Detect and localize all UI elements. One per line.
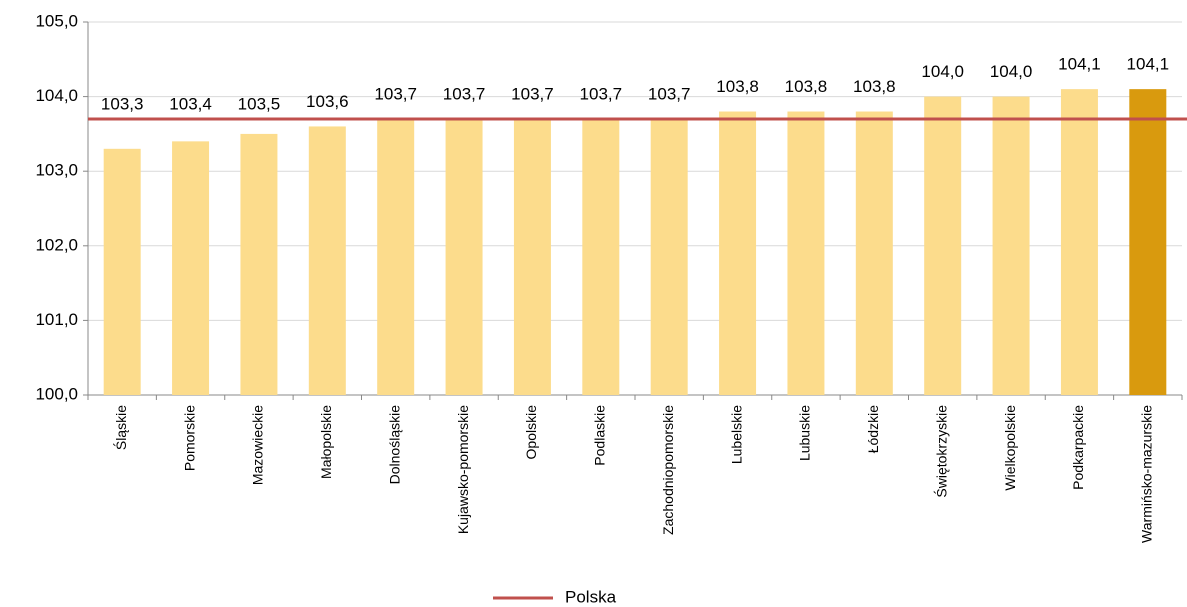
x-tick-label: Podkarpackie — [1070, 405, 1086, 490]
x-tick-label: Dolnośląskie — [386, 405, 402, 485]
x-tick-label: Śląskie — [112, 405, 129, 450]
value-label: 103,8 — [853, 77, 896, 96]
value-label: 103,7 — [511, 84, 554, 103]
bar — [924, 96, 962, 395]
x-tick-label: Mazowieckie — [250, 405, 266, 485]
y-tick-label: 102,0 — [35, 235, 78, 254]
value-label: 103,5 — [238, 94, 281, 113]
bar — [1060, 89, 1098, 395]
legend-label: Polska — [565, 587, 617, 606]
bar — [172, 141, 210, 395]
x-tick-label: Małopolskie — [318, 405, 334, 479]
x-tick-label: Kujawsko-pomorskie — [455, 405, 471, 534]
value-label: 103,7 — [580, 84, 623, 103]
bar — [650, 118, 688, 395]
bar — [582, 118, 620, 395]
bar — [513, 118, 551, 395]
bar — [787, 111, 825, 396]
x-tick-label: Łódzkie — [865, 405, 881, 453]
y-tick-label: 104,0 — [35, 86, 78, 105]
x-tick-label: Wielkopolskie — [1002, 405, 1018, 491]
y-tick-label: 105,0 — [35, 11, 78, 30]
bar — [445, 118, 483, 395]
value-label: 103,7 — [374, 84, 417, 103]
x-tick-label: Pomorskie — [181, 405, 197, 471]
value-label: 103,8 — [785, 77, 828, 96]
bar — [719, 111, 757, 396]
bar — [992, 96, 1030, 395]
value-label: 103,4 — [169, 94, 212, 113]
x-tick-label: Świętokrzyskie — [932, 405, 949, 498]
value-label: 104,1 — [1058, 55, 1101, 74]
value-label: 103,7 — [648, 84, 691, 103]
bar — [103, 148, 141, 395]
x-tick-label: Opolskie — [523, 405, 539, 460]
y-tick-label: 100,0 — [35, 384, 78, 403]
value-label: 103,8 — [716, 77, 759, 96]
x-tick-label: Zachodniopomorskie — [660, 405, 676, 535]
bar — [1129, 89, 1167, 395]
value-label: 103,6 — [306, 92, 349, 111]
x-tick-label: Lubelskie — [728, 405, 744, 464]
y-tick-label: 103,0 — [35, 161, 78, 180]
value-label: 103,3 — [101, 94, 144, 113]
value-label: 104,0 — [990, 62, 1033, 81]
bar — [240, 133, 278, 395]
value-label: 104,0 — [921, 62, 964, 81]
y-tick-label: 101,0 — [35, 310, 78, 329]
bar — [308, 126, 346, 395]
bar — [855, 111, 893, 396]
value-label: 103,7 — [443, 84, 486, 103]
value-label: 104,1 — [1127, 55, 1170, 74]
x-tick-label: Lubuskie — [797, 405, 813, 461]
x-tick-label: Podlaskie — [592, 405, 608, 466]
x-tick-label: Warmińsko-mazurskie — [1139, 405, 1155, 543]
bar — [377, 118, 415, 395]
